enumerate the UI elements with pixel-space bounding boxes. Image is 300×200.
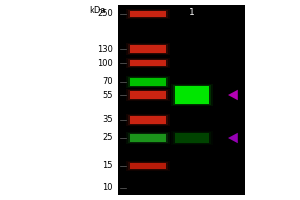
Text: 1: 1 xyxy=(189,8,195,17)
Polygon shape xyxy=(228,133,238,143)
Text: 250: 250 xyxy=(97,9,113,19)
Text: 130: 130 xyxy=(97,45,113,53)
Text: 25: 25 xyxy=(103,134,113,142)
Text: 35: 35 xyxy=(102,116,113,124)
Text: 70: 70 xyxy=(102,77,113,86)
Text: kDa: kDa xyxy=(89,6,106,15)
Text: 10: 10 xyxy=(103,184,113,192)
Text: 100: 100 xyxy=(97,58,113,68)
Text: 15: 15 xyxy=(103,162,113,170)
Text: 55: 55 xyxy=(103,90,113,99)
Polygon shape xyxy=(228,90,238,100)
